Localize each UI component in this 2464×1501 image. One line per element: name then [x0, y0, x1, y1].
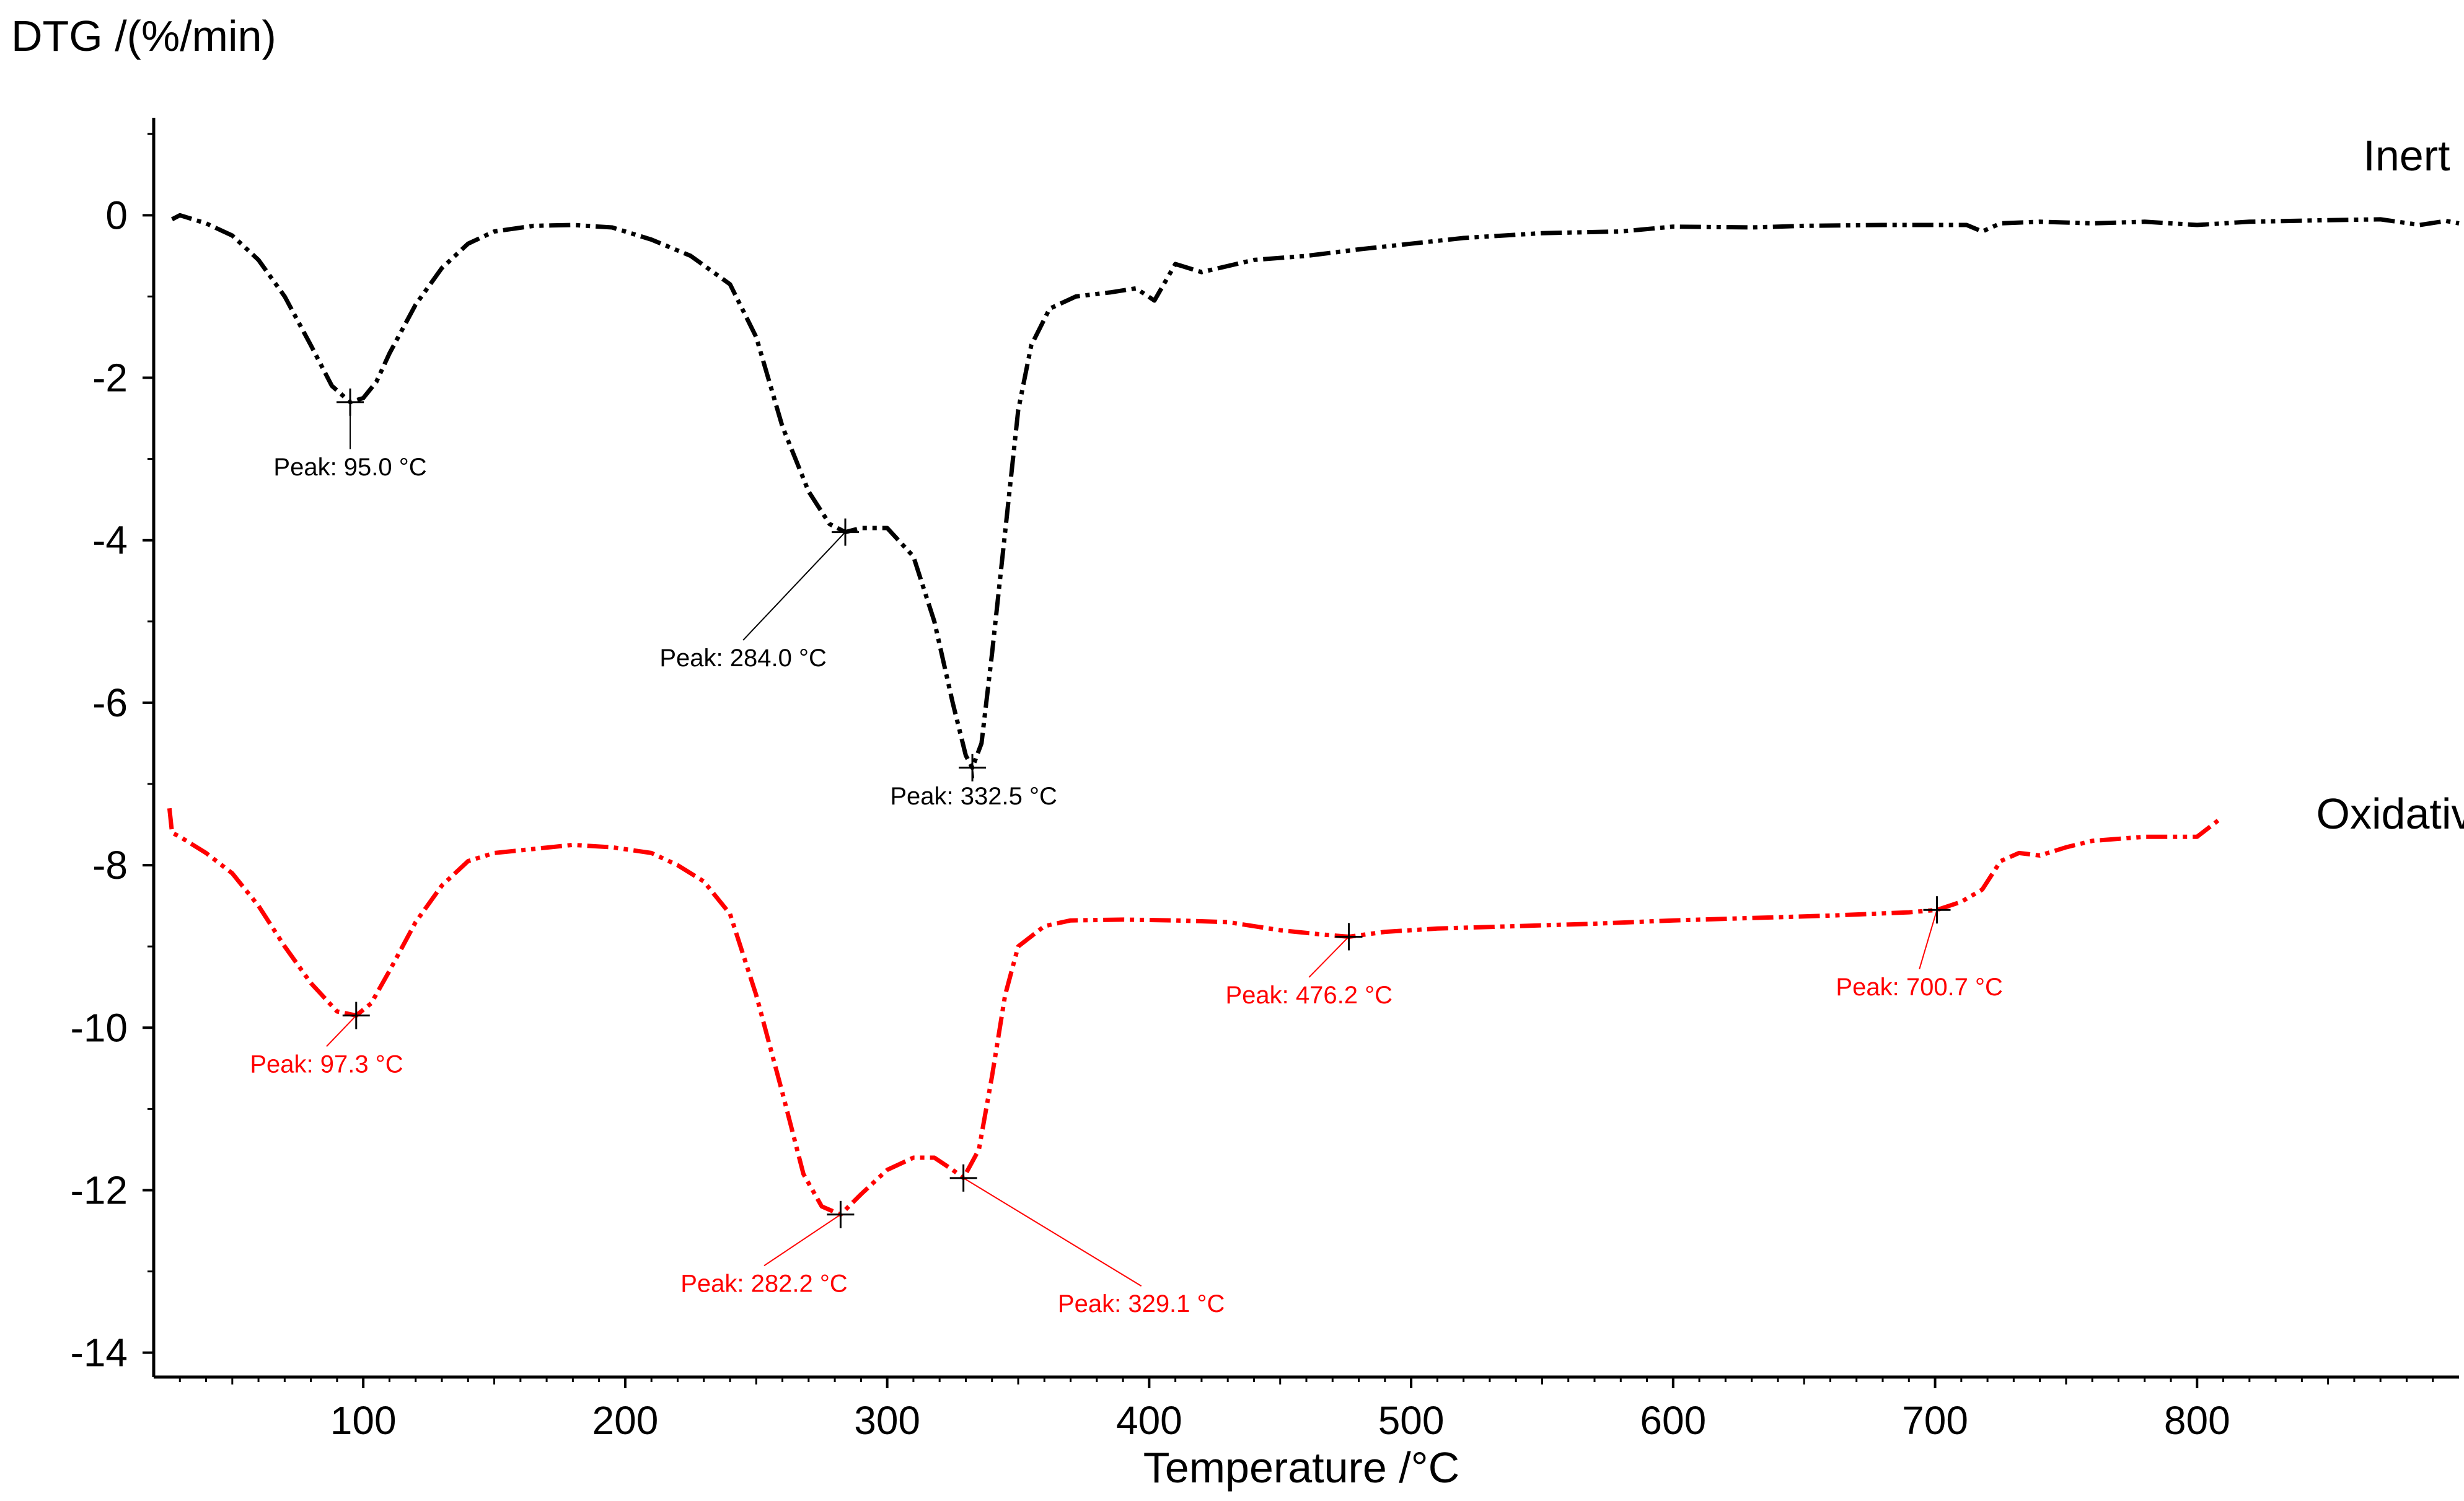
y-tick-label: -14	[71, 1331, 128, 1375]
x-tick-label: 800	[2164, 1398, 2230, 1443]
peak-label: Peak: 329.1 °C	[1058, 1290, 1225, 1318]
series-label-inert: Inert	[2363, 131, 2450, 180]
y-axis-title: DTG /(%/min)	[11, 12, 276, 60]
peak-label: Peak: 95.0 °C	[273, 454, 426, 481]
peak-leader-line	[1919, 909, 1938, 970]
x-tick-label: 100	[330, 1398, 397, 1443]
series-layer: Inert Oxidative	[167, 131, 2464, 1217]
y-tick-label: -8	[92, 843, 128, 887]
peak-label: Peak: 282.2 °C	[680, 1270, 848, 1297]
series-label-oxidative: Oxidative	[2317, 790, 2464, 838]
peak-label: Peak: 476.2 °C	[1225, 982, 1393, 1009]
series-line-oxidative	[167, 808, 2220, 1217]
peak-leader-line	[763, 1213, 841, 1267]
x-tick-label: 400	[1116, 1398, 1182, 1443]
peak-label: Peak: 284.0 °C	[659, 645, 827, 672]
x-tick-label: 200	[592, 1398, 659, 1443]
y-tick-label: -6	[92, 680, 128, 725]
x-tick-label: 700	[1902, 1398, 1968, 1443]
x-tick-label: 500	[1378, 1398, 1445, 1443]
annotation-layer: Peak: 95.0 °C Peak: 284.0 °C Peak: 332.5 °…	[250, 388, 2003, 1318]
y-tick-label: -4	[92, 518, 128, 563]
axes: 0 -2 -4 -6 -8 -10 -12 -14 100 200 300 400 500 600 700 8…	[71, 118, 2459, 1443]
x-axis-title: Temperature /°C	[1143, 1443, 1459, 1492]
y-tick-label: -2	[92, 356, 128, 400]
x-tick-label: 300	[854, 1398, 920, 1443]
peak-label: Peak: 700.7 °C	[1836, 974, 2003, 1001]
x-tick-label: 600	[1640, 1398, 1706, 1443]
peak-label: Peak: 332.5 °C	[890, 783, 1057, 810]
peak-leader-line	[742, 531, 846, 641]
y-tick-label: -12	[71, 1168, 128, 1212]
peak-leader-line	[1308, 936, 1350, 978]
peak-label: Peak: 97.3 °C	[250, 1050, 403, 1078]
peak-leader-line	[326, 1015, 357, 1047]
peak-leader-line	[963, 1177, 1142, 1287]
series-line-inert	[170, 213, 2460, 770]
y-tick-label: 0	[105, 193, 128, 237]
y-tick-label: -10	[71, 1005, 128, 1050]
